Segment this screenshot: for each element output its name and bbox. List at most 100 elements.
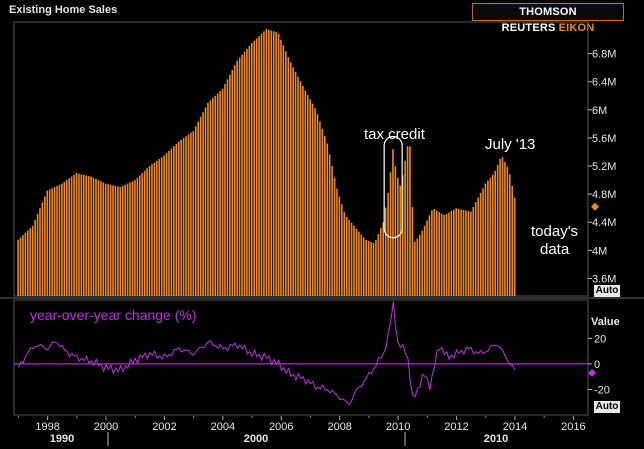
sales-bar: [102, 182, 105, 296]
sales-bar: [306, 94, 309, 297]
sales-bar: [138, 175, 141, 296]
sales-bar: [207, 102, 209, 297]
sales-bar: [367, 240, 370, 296]
sales-bar: [474, 202, 477, 296]
x-decade-label: 2010: [484, 433, 508, 445]
sales-bar: [428, 215, 431, 296]
sales-bar: [216, 93, 219, 296]
sales-bar: [433, 209, 436, 296]
sales-bar: [134, 180, 136, 296]
top-y-tick-label: 4.8M: [592, 189, 616, 201]
sales-bar: [180, 139, 182, 296]
sales-bar: [355, 228, 358, 296]
sales-bar: [61, 183, 63, 296]
sales-bar: [472, 207, 475, 296]
sales-bar: [73, 174, 75, 296]
sales-bar: [348, 219, 350, 296]
sales-bar: [56, 185, 58, 296]
chart-title: Existing Home Sales: [9, 4, 118, 16]
sales-bar: [248, 46, 251, 296]
x-tick-label: 2004: [211, 421, 235, 433]
sales-bar: [270, 30, 273, 296]
sales-bar: [214, 95, 217, 297]
sales-bar: [460, 209, 462, 296]
sales-bar: [448, 212, 450, 296]
sales-bar: [384, 207, 387, 296]
sales-bar: [83, 174, 85, 296]
sales-bar: [467, 211, 470, 296]
sales-bar: [109, 184, 112, 296]
sales-bar: [253, 40, 256, 296]
july-13-annotation: July '13: [485, 136, 536, 153]
sales-bar: [504, 162, 506, 296]
x-tick-label: 2002: [152, 421, 176, 433]
sales-bar: [175, 143, 178, 296]
sales-bar: [236, 60, 238, 297]
sales-bar: [36, 214, 39, 296]
sales-bar: [75, 173, 78, 296]
sales-bar: [487, 180, 489, 296]
top-y-tick-label: 6.4M: [592, 77, 616, 89]
sales-bar: [238, 57, 241, 296]
sales-bar: [345, 216, 348, 296]
auto-scale-button-bottom[interactable]: Auto: [594, 401, 620, 413]
auto-scale-button-top[interactable]: Auto: [594, 285, 620, 297]
sales-bar: [333, 177, 336, 296]
sales-bar: [462, 209, 465, 296]
sales-bar: [314, 108, 316, 296]
sales-bar: [246, 48, 248, 296]
sales-bar: [112, 185, 114, 296]
sales-bar: [260, 33, 263, 296]
top-y-tick-label: 5.6M: [592, 133, 616, 145]
sales-bar: [343, 212, 346, 296]
tax-credit-annotation: tax credit: [364, 126, 425, 143]
sales-bar: [212, 98, 214, 296]
sales-bar: [265, 29, 268, 297]
sales-bar: [87, 175, 90, 296]
sales-bar: [409, 146, 411, 296]
sales-bar: [311, 103, 314, 296]
sales-bar: [479, 192, 482, 296]
sales-bar: [328, 154, 331, 296]
sales-bar: [95, 178, 97, 296]
sales-bar: [377, 233, 380, 296]
sales-bar: [379, 228, 382, 296]
value-axis-label: Value: [591, 316, 620, 328]
sales-bar: [285, 51, 287, 297]
sales-bar: [17, 239, 19, 296]
sales-bar: [282, 45, 285, 296]
sales-bar: [323, 136, 326, 296]
sales-bar: [158, 159, 161, 296]
sales-bar: [350, 222, 353, 296]
thomson-reuters-logo: THOMSON REUTERS EIKON: [472, 3, 624, 34]
sales-bar: [297, 76, 299, 296]
sales-bar: [450, 211, 453, 296]
sales-bar: [209, 100, 212, 296]
sales-bar: [204, 107, 207, 296]
sales-bar: [321, 128, 324, 296]
sales-bar: [194, 126, 197, 296]
sales-bar: [501, 157, 504, 296]
sales-bar: [44, 196, 46, 296]
sales-bar: [163, 155, 165, 296]
x-tick-label: 2000: [94, 421, 118, 433]
sales-bar: [294, 71, 297, 296]
sales-bar: [90, 176, 92, 296]
sales-bar: [455, 208, 458, 296]
sales-bar: [156, 160, 158, 296]
sales-bar: [182, 137, 185, 296]
sales-bar: [453, 209, 455, 296]
sales-bar: [445, 214, 448, 296]
sales-bar: [231, 70, 234, 296]
sales-bar: [482, 188, 484, 296]
sales-bar: [387, 192, 389, 296]
sales-bar: [221, 88, 224, 296]
tax-credit-highlight: [383, 135, 403, 239]
sales-bar: [63, 181, 66, 296]
sales-bar: [484, 183, 487, 296]
sales-bar: [27, 230, 29, 296]
low-y-tick-label: 20: [594, 333, 606, 345]
sales-bar: [39, 208, 41, 296]
sales-bar: [31, 225, 34, 296]
sales-bar: [170, 148, 173, 296]
